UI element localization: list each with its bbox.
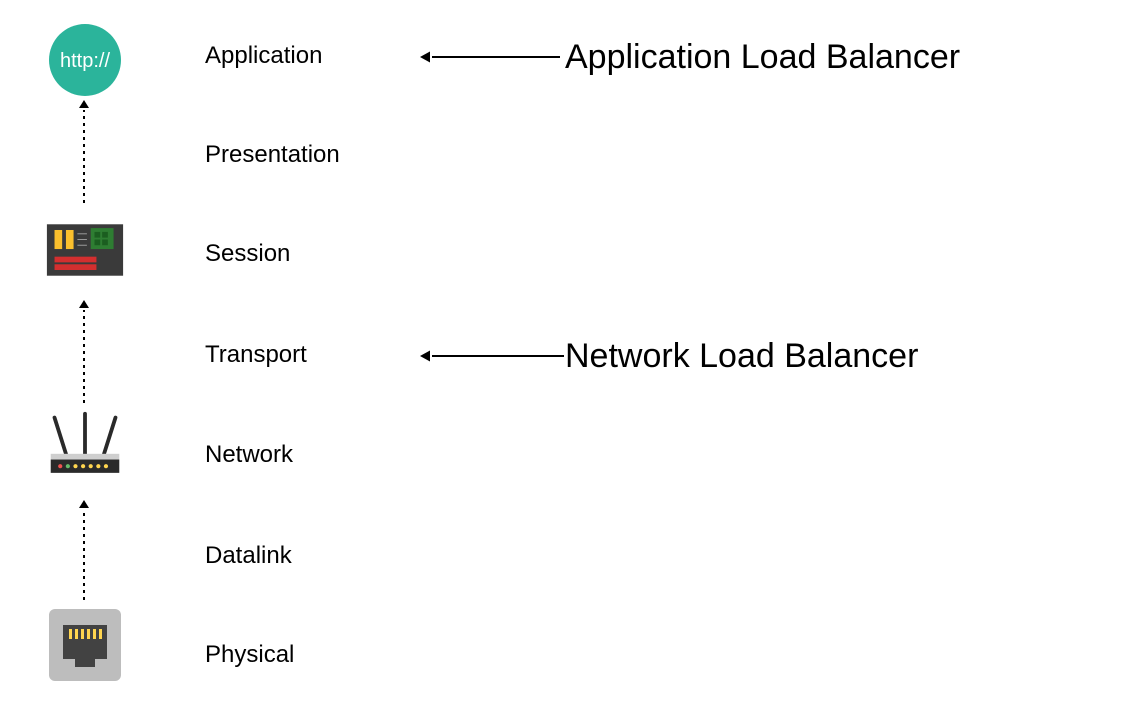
layer-label-presentation: Presentation: [205, 141, 340, 169]
vertical-arrow-2: [74, 498, 94, 602]
layer-label-application: Application: [205, 42, 322, 70]
vertical-arrow-1: [74, 298, 94, 405]
layer-label-transport: Transport: [205, 341, 307, 369]
svg-text:http://: http://: [60, 50, 110, 72]
annotation-nlb: Network Load Balancer: [565, 337, 918, 376]
annotation-alb: Application Load Balancer: [565, 38, 960, 77]
vertical-arrow-0: [74, 98, 94, 205]
http-icon: http://: [45, 20, 125, 100]
layer-label-network: Network: [205, 441, 293, 469]
layer-label-session: Session: [205, 240, 290, 268]
ethernet-icon: [45, 605, 125, 685]
layer-label-physical: Physical: [205, 641, 294, 669]
motherboard-icon: [45, 210, 125, 290]
arrow-nlb: [418, 344, 566, 368]
layer-label-datalink: Datalink: [205, 542, 292, 570]
router-icon: [45, 410, 125, 490]
arrow-alb: [418, 45, 562, 69]
